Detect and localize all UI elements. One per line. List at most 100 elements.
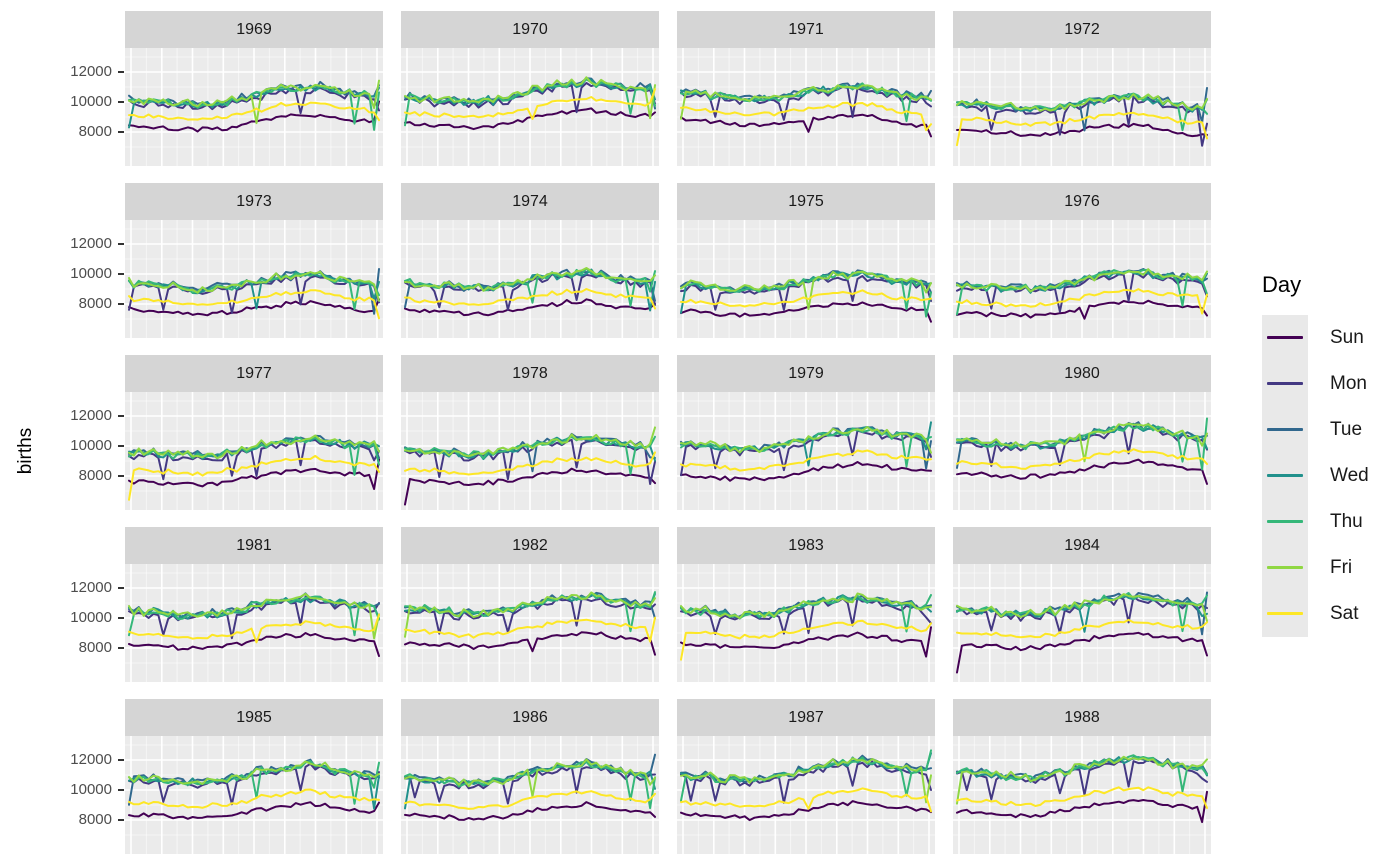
series-sun-1984 bbox=[956, 631, 1208, 674]
y-axis-tick-mark bbox=[118, 415, 124, 417]
facet-panel-1984 bbox=[953, 564, 1211, 682]
y-axis-tick-mark bbox=[118, 273, 124, 275]
series-sun-1975 bbox=[680, 301, 932, 323]
y-axis-tick-mark bbox=[118, 101, 124, 103]
legend-swatch-sun bbox=[1267, 336, 1303, 339]
y-axis-tick-label: 10000 bbox=[70, 93, 112, 110]
facet-panel-1980 bbox=[953, 392, 1211, 510]
legend-key-thu bbox=[1262, 499, 1308, 545]
legend-key-sun bbox=[1262, 315, 1308, 361]
facet-strip-1982: 1982 bbox=[401, 527, 659, 564]
series-sat-1974 bbox=[404, 288, 656, 310]
facet-panel-1985 bbox=[125, 736, 383, 854]
series-fri-1982 bbox=[404, 591, 656, 638]
series-sun-1973 bbox=[128, 298, 380, 317]
y-axis-tick-label: 10000 bbox=[70, 781, 112, 798]
series-sun-1988 bbox=[956, 790, 1208, 824]
y-axis-tick-label: 8000 bbox=[78, 639, 112, 656]
series-fri-1985 bbox=[128, 760, 380, 785]
series-fri-1986 bbox=[404, 758, 656, 798]
y-axis-tick-label: 12000 bbox=[70, 579, 112, 596]
legend-label-fri: Fri bbox=[1330, 557, 1353, 578]
facet-panel-1988 bbox=[953, 736, 1211, 854]
facet-strip-1976: 1976 bbox=[953, 183, 1211, 220]
y-axis-tick-label: 8000 bbox=[78, 123, 112, 140]
facet-strip-1987: 1987 bbox=[677, 699, 935, 736]
series-thu-1986 bbox=[404, 760, 656, 810]
legend-label-thu: Thu bbox=[1330, 511, 1363, 532]
legend-title: Day bbox=[1262, 272, 1302, 297]
series-wed-1983 bbox=[680, 594, 932, 620]
facet-panel-1982 bbox=[401, 564, 659, 682]
y-axis-tick-mark bbox=[118, 475, 124, 477]
series-sat-1980 bbox=[956, 448, 1208, 470]
y-axis-tick-mark bbox=[118, 243, 124, 245]
series-sat-1979 bbox=[680, 449, 932, 472]
y-axis-tick-mark bbox=[118, 647, 124, 649]
series-sat-1988 bbox=[956, 786, 1208, 809]
y-axis-tick-label: 10000 bbox=[70, 265, 112, 282]
legend-label-mon: Mon bbox=[1330, 373, 1367, 394]
series-sun-1985 bbox=[128, 801, 380, 820]
legend-label-tue: Tue bbox=[1330, 419, 1363, 440]
legend-key-tue bbox=[1262, 407, 1308, 453]
facet-panel-1986 bbox=[401, 736, 659, 854]
legend-key-wed bbox=[1262, 453, 1308, 499]
series-mon-1987 bbox=[680, 760, 932, 804]
y-axis-tick-label: 12000 bbox=[70, 63, 112, 80]
y-axis-tick-label: 12000 bbox=[70, 407, 112, 424]
y-axis-tick-mark bbox=[118, 819, 124, 821]
series-mon-1972 bbox=[956, 95, 1208, 147]
facet-strip-1980: 1980 bbox=[953, 355, 1211, 392]
series-sat-1986 bbox=[404, 790, 656, 810]
series-sun-1976 bbox=[956, 299, 1208, 320]
series-fri-1979 bbox=[680, 426, 932, 454]
facet-strip-1974: 1974 bbox=[401, 183, 659, 220]
legend-swatch-wed bbox=[1267, 474, 1303, 477]
legend-label-wed: Wed bbox=[1330, 465, 1369, 486]
series-sun-1974 bbox=[404, 298, 656, 317]
series-mon-1980 bbox=[956, 425, 1208, 467]
series-fri-1980 bbox=[956, 422, 1208, 463]
series-sun-1978 bbox=[404, 467, 656, 506]
legend-key-mon bbox=[1262, 361, 1308, 407]
legend-swatch-fri bbox=[1267, 566, 1303, 569]
y-axis-tick-label: 12000 bbox=[70, 235, 112, 252]
series-mon-1969 bbox=[128, 87, 380, 115]
facet-panel-1983 bbox=[677, 564, 935, 682]
series-sun-1971 bbox=[680, 113, 932, 138]
facet-panel-1987 bbox=[677, 736, 935, 854]
series-sat-1976 bbox=[956, 288, 1208, 315]
series-fri-1976 bbox=[956, 268, 1208, 293]
series-sat-1978 bbox=[404, 451, 656, 476]
y-axis-tick-mark bbox=[118, 759, 124, 761]
series-sat-1972 bbox=[956, 111, 1208, 147]
facet-panel-1978 bbox=[401, 392, 659, 510]
y-axis-tick-mark bbox=[118, 71, 124, 73]
series-mon-1983 bbox=[680, 597, 932, 635]
legend-key-sat bbox=[1262, 591, 1308, 637]
series-fri-1977 bbox=[128, 434, 380, 460]
series-fri-1971 bbox=[680, 84, 932, 120]
facet-strip-1971: 1971 bbox=[677, 11, 935, 48]
series-sun-1972 bbox=[956, 122, 1208, 138]
y-axis-tick-mark bbox=[118, 587, 124, 589]
facet-panel-1969 bbox=[125, 48, 383, 166]
y-axis-title: births bbox=[15, 427, 36, 475]
series-sat-1977 bbox=[128, 454, 380, 501]
facet-panel-1976 bbox=[953, 220, 1211, 338]
legend-key-fri bbox=[1262, 545, 1308, 591]
facet-strip-1978: 1978 bbox=[401, 355, 659, 392]
series-sat-1983 bbox=[680, 619, 932, 661]
facet-panel-1973 bbox=[125, 220, 383, 338]
series-sun-1977 bbox=[128, 458, 380, 490]
legend-swatch-thu bbox=[1267, 520, 1303, 523]
y-axis-tick-label: 8000 bbox=[78, 295, 112, 312]
facet-strip-1983: 1983 bbox=[677, 527, 935, 564]
series-sat-1981 bbox=[128, 613, 380, 644]
series-fri-1987 bbox=[680, 757, 932, 804]
series-sun-1987 bbox=[680, 800, 932, 822]
legend-swatch-sat bbox=[1267, 612, 1303, 615]
series-sun-1969 bbox=[128, 100, 380, 133]
